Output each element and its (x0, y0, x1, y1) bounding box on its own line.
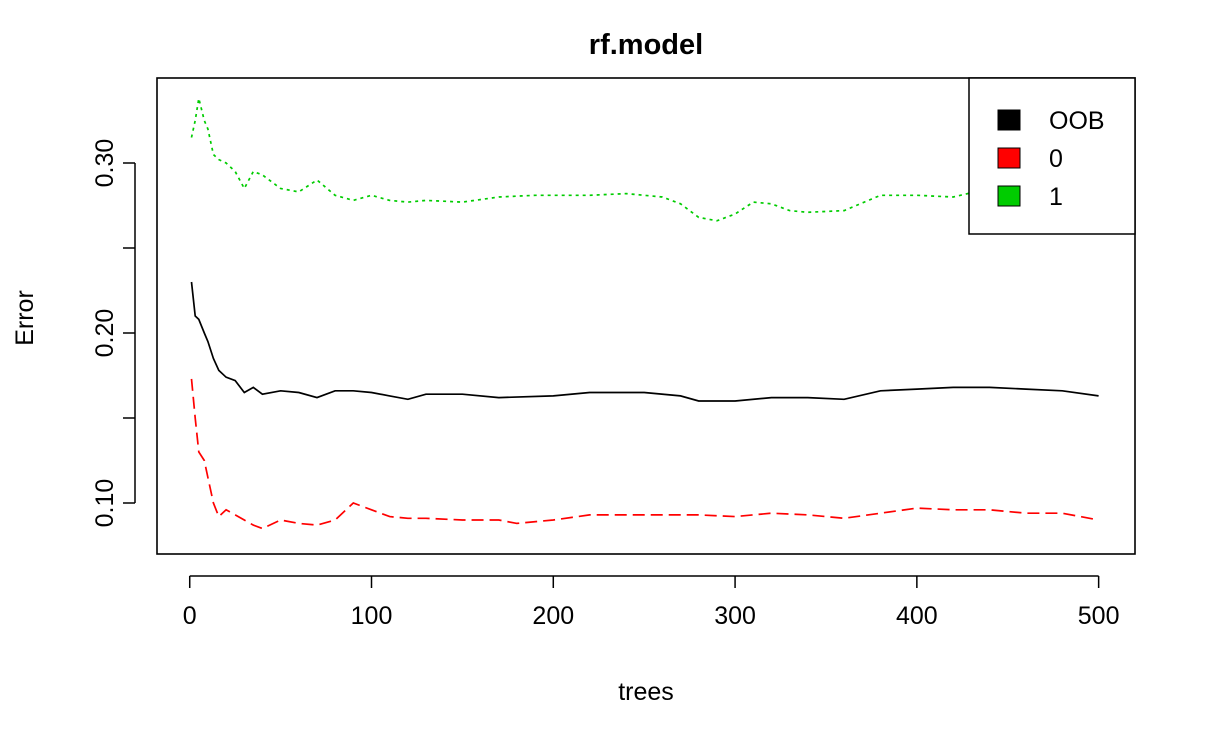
y-tick-label: 0.30 (91, 139, 119, 188)
legend-swatch (997, 109, 1021, 131)
legend-swatch (997, 147, 1021, 169)
legend-label: 1 (1049, 183, 1063, 211)
y-tick-label: 0.20 (91, 309, 119, 358)
y-tick-label: 0.10 (91, 479, 119, 528)
series-line-1 (190, 378, 1099, 530)
series-line-0 (190, 281, 1099, 402)
legend-box (968, 77, 1136, 235)
plot-frame (156, 77, 1136, 555)
y-axis-label: Error (11, 290, 39, 346)
legend-swatch (997, 185, 1021, 207)
chart-title: rf.model (589, 29, 703, 61)
legend-label: OOB (1049, 107, 1105, 135)
legend: OOB 0 1 (968, 77, 1136, 235)
y-axis: 0.10 0.20 0.30 (91, 139, 136, 528)
x-tick-label: 500 (1078, 602, 1120, 630)
plot-lines (190, 98, 1099, 530)
legend-label: 0 (1049, 145, 1063, 173)
x-tick-label: 100 (351, 602, 393, 630)
x-axis: 0 100 200 300 400 500 (183, 575, 1120, 630)
series-line-2 (190, 98, 1099, 222)
x-tick-label: 300 (714, 602, 756, 630)
x-tick-label: 0 (183, 602, 197, 630)
x-tick-label: 200 (532, 602, 574, 630)
x-axis-label: trees (618, 678, 674, 706)
x-tick-label: 400 (896, 602, 938, 630)
